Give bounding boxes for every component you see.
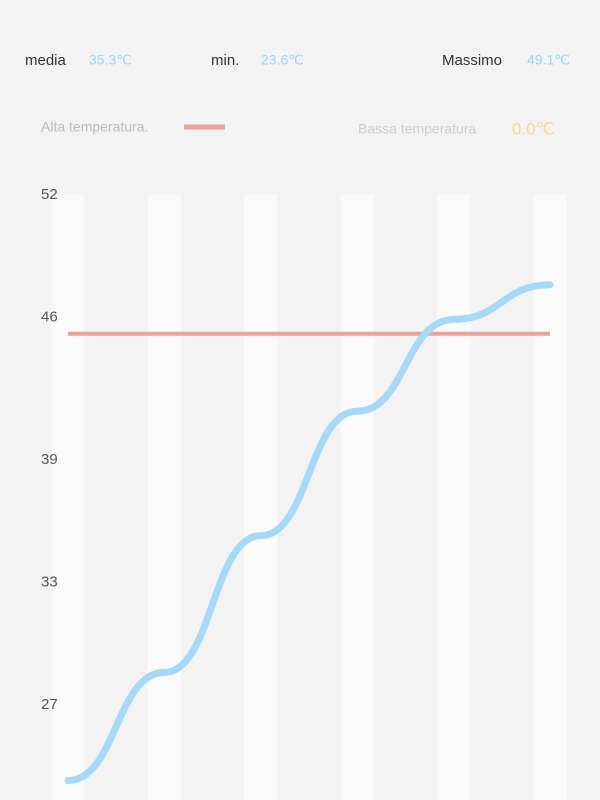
stat-value: 35.3℃ xyxy=(89,52,132,68)
temperature-line xyxy=(64,281,554,784)
column-stripe xyxy=(340,195,374,800)
column-stripe xyxy=(51,195,85,800)
y-tick-label: 52 xyxy=(41,186,58,203)
column-stripe xyxy=(533,195,567,800)
column-stripe xyxy=(437,195,471,800)
plot: 52 46 39 33 27 xyxy=(41,186,567,800)
stat-label: media xyxy=(25,52,67,69)
stat-label: Massimo xyxy=(442,52,502,69)
y-tick-label: 27 xyxy=(41,696,58,713)
column-stripe xyxy=(244,195,278,800)
y-tick-label: 46 xyxy=(41,308,58,325)
y-tick-label: 39 xyxy=(41,451,58,468)
legend-value: 0.0℃ xyxy=(512,119,555,138)
legend-label: Bassa temperatura xyxy=(358,121,476,137)
stat-label: min. xyxy=(211,52,239,69)
column-stripe xyxy=(147,195,181,800)
legend-label: Alta temperatura. xyxy=(41,119,148,135)
stat-value: 49.1℃ xyxy=(527,52,570,68)
y-tick-label: 33 xyxy=(41,574,58,591)
stat-value: 23.6℃ xyxy=(261,52,304,68)
